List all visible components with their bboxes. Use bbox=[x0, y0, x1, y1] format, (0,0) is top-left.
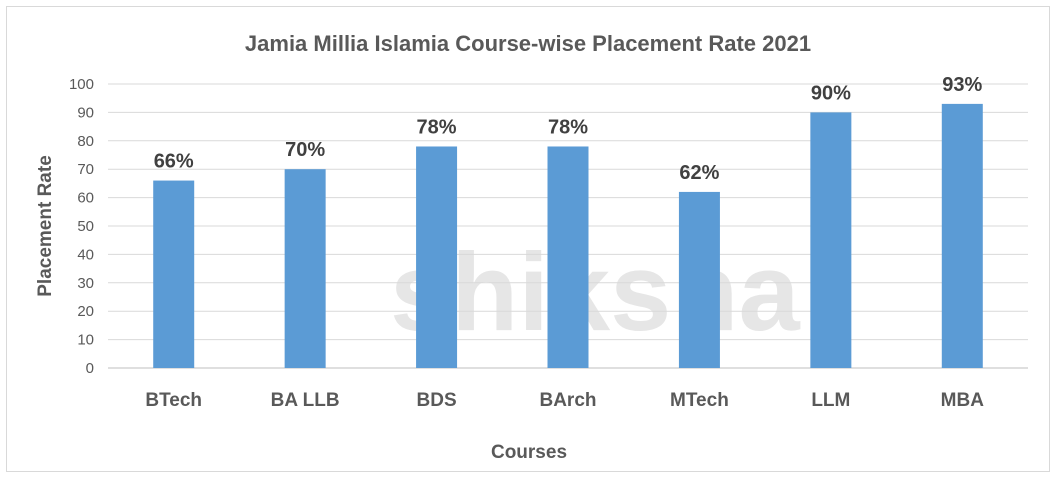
y-tick-label: 60 bbox=[77, 190, 94, 207]
y-tick-label: 100 bbox=[69, 76, 94, 93]
bars bbox=[153, 103, 983, 369]
y-tick-label: 40 bbox=[77, 246, 94, 263]
x-tick-label: BTech bbox=[145, 390, 202, 411]
y-tick-label: 50 bbox=[77, 218, 94, 235]
data-label: 78% bbox=[417, 116, 457, 138]
bar-bds bbox=[416, 146, 458, 368]
bar-ba-llb bbox=[284, 169, 326, 368]
bar-llm bbox=[810, 112, 852, 369]
watermark: shiksha bbox=[390, 231, 800, 354]
x-tick-label: BDS bbox=[417, 390, 457, 411]
data-label: 78% bbox=[548, 116, 588, 138]
data-label: 66% bbox=[154, 151, 194, 173]
data-label: 70% bbox=[285, 139, 325, 161]
y-tick-label: 30 bbox=[77, 275, 94, 292]
y-tick-label: 90 bbox=[77, 104, 94, 121]
bar-mba bbox=[941, 103, 983, 368]
y-tick-labels: 0 10 20 30 40 50 60 70 80 90 100 bbox=[69, 76, 94, 377]
bar-btech bbox=[153, 180, 195, 368]
x-tick-label: BA LLB bbox=[271, 390, 340, 411]
x-tick-labels: BTech BA LLB BDS BArch MTech LLM MBA bbox=[145, 390, 984, 411]
y-tick-label: 80 bbox=[77, 133, 94, 150]
x-tick-label: MTech bbox=[670, 390, 729, 411]
y-tick-label: 70 bbox=[77, 161, 94, 178]
data-label: 93% bbox=[942, 74, 982, 96]
x-tick-label: MBA bbox=[941, 390, 985, 411]
x-tick-label: BArch bbox=[539, 390, 596, 411]
bar-mtech bbox=[678, 191, 720, 368]
chart-title: Jamia Millia Islamia Course-wise Placeme… bbox=[245, 31, 811, 56]
x-tick-label: LLM bbox=[811, 390, 850, 411]
data-labels: 66% 70% 78% 78% 62% 90% 93% bbox=[154, 74, 983, 184]
x-axis-title: Courses bbox=[491, 442, 567, 463]
y-axis-title: Placement Rate bbox=[35, 155, 56, 297]
y-tick-label: 10 bbox=[77, 332, 94, 349]
y-tick-label: 20 bbox=[77, 303, 94, 320]
data-label: 90% bbox=[811, 82, 851, 104]
bar-barch bbox=[547, 146, 589, 368]
y-tick-label: 0 bbox=[86, 360, 94, 377]
data-label: 62% bbox=[679, 162, 719, 184]
